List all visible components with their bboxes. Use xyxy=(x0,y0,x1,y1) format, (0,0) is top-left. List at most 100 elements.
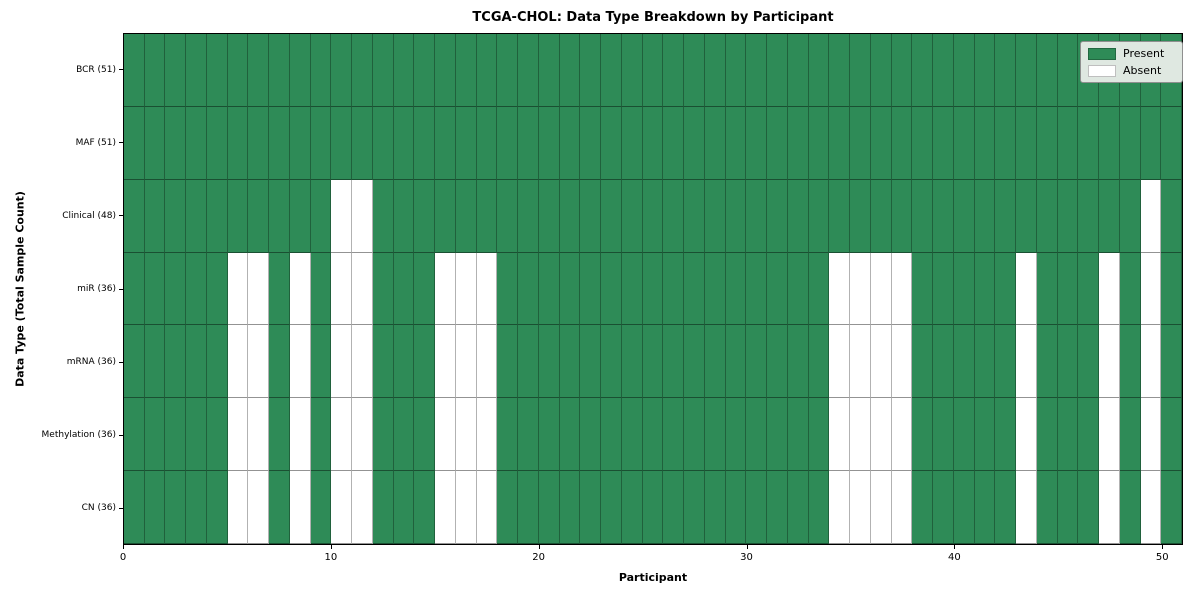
heatmap-cell xyxy=(684,106,705,180)
heatmap-cell xyxy=(352,106,373,180)
heatmap-cell xyxy=(891,252,913,326)
heatmap-cell xyxy=(435,106,456,180)
heatmap-cell xyxy=(372,106,394,180)
heatmap-cell xyxy=(1057,325,1079,399)
heatmap-cell xyxy=(601,179,622,253)
heatmap-cell xyxy=(829,34,851,107)
heatmap-cell xyxy=(1140,252,1162,326)
x-tick-mark xyxy=(330,545,332,549)
heatmap-cell xyxy=(269,179,290,253)
heatmap-cell xyxy=(455,179,477,253)
y-tick-mark xyxy=(119,361,123,363)
heatmap-cell xyxy=(144,471,166,544)
heatmap-cell xyxy=(124,252,145,326)
heatmap-cell xyxy=(1057,179,1079,253)
heatmap-cell xyxy=(642,398,664,472)
heatmap-cell xyxy=(601,325,622,399)
heatmap-cell xyxy=(227,471,249,544)
heatmap-cell xyxy=(601,34,622,107)
heatmap-cell xyxy=(435,179,456,253)
heatmap-cell xyxy=(684,398,705,472)
heatmap-cell xyxy=(476,398,498,472)
heatmap-cell xyxy=(580,471,602,544)
heatmap-cell xyxy=(912,34,934,107)
heatmap-cell xyxy=(393,325,415,399)
heatmap-cell xyxy=(289,179,311,253)
y-tick-label: Methylation (36) xyxy=(41,430,116,441)
heatmap-cell xyxy=(808,106,830,180)
heatmap-cell xyxy=(1161,106,1182,180)
heatmap-cell xyxy=(310,179,332,253)
heatmap-cell xyxy=(414,398,436,472)
heatmap-cell xyxy=(227,106,249,180)
heatmap-cell xyxy=(248,252,270,326)
heatmap-cell xyxy=(1036,106,1058,180)
heatmap-cell xyxy=(808,398,830,472)
x-tick-mark xyxy=(1162,545,1164,549)
heatmap-cell xyxy=(1161,398,1182,472)
heatmap-cell xyxy=(746,34,768,107)
heatmap-cell xyxy=(725,179,747,253)
heatmap-cell xyxy=(289,325,311,399)
heatmap-cell xyxy=(995,179,1017,253)
heatmap-cell xyxy=(953,179,975,253)
heatmap-cell xyxy=(621,325,643,399)
heatmap-cell xyxy=(206,106,228,180)
heatmap-cell xyxy=(269,398,290,472)
heatmap-cell xyxy=(227,34,249,107)
heatmap-cell xyxy=(933,471,954,544)
heatmap-cell xyxy=(829,252,851,326)
legend-item-absent: Absent xyxy=(1088,64,1174,77)
heatmap-cell xyxy=(746,471,768,544)
heatmap-cell xyxy=(186,398,207,472)
heatmap-cell xyxy=(165,325,187,399)
y-tick-mark xyxy=(119,288,123,290)
heatmap-cell xyxy=(642,471,664,544)
heatmap-cell xyxy=(704,252,726,326)
heatmap-cell xyxy=(1119,471,1141,544)
heatmap-cell xyxy=(289,471,311,544)
heatmap-cell xyxy=(995,106,1017,180)
heatmap-cell xyxy=(974,106,996,180)
heatmap-cell xyxy=(310,252,332,326)
heatmap-cell xyxy=(435,398,456,472)
heatmap-cell xyxy=(518,106,539,180)
heatmap-cell xyxy=(538,398,560,472)
heatmap-cell xyxy=(974,252,996,326)
heatmap-cell xyxy=(767,252,788,326)
heatmap-cell xyxy=(621,398,643,472)
heatmap-cell xyxy=(538,471,560,544)
heatmap-cell xyxy=(206,179,228,253)
heatmap-cell xyxy=(372,398,394,472)
heatmap-cell xyxy=(725,398,747,472)
heatmap-cell xyxy=(206,34,228,107)
heatmap-cell xyxy=(497,179,519,253)
heatmap-cell xyxy=(310,325,332,399)
heatmap-cell xyxy=(684,325,705,399)
heatmap-cell xyxy=(227,325,249,399)
heatmap-cell xyxy=(165,471,187,544)
y-tick-label: CN (36) xyxy=(81,503,116,514)
heatmap-cell xyxy=(829,106,851,180)
legend-item-label: Present xyxy=(1123,47,1165,60)
heatmap-cell xyxy=(1119,325,1141,399)
heatmap-cell xyxy=(538,325,560,399)
heatmap-cell xyxy=(1140,398,1162,472)
heatmap-cell xyxy=(912,106,934,180)
y-tick-label: Clinical (48) xyxy=(62,210,116,221)
heatmap-cell xyxy=(933,252,954,326)
heatmap-cell xyxy=(580,106,602,180)
heatmap-cell xyxy=(870,34,892,107)
heatmap-cell xyxy=(912,471,934,544)
heatmap-cell xyxy=(124,179,145,253)
heatmap-cell xyxy=(891,34,913,107)
heatmap-cell xyxy=(870,252,892,326)
legend: Present Absent xyxy=(1080,41,1183,83)
heatmap-cell xyxy=(1016,179,1037,253)
x-tick-mark xyxy=(746,545,748,549)
heatmap-cell xyxy=(352,179,373,253)
heatmap-cell xyxy=(870,471,892,544)
heatmap-cell xyxy=(912,179,934,253)
heatmap-cell xyxy=(1161,325,1182,399)
